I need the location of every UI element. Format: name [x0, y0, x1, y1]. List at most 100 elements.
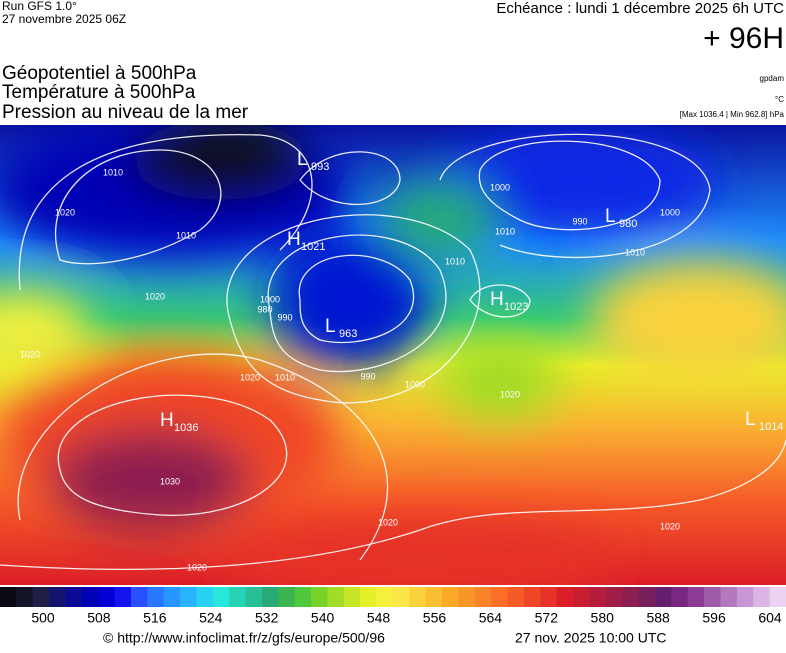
center-letter: L — [325, 316, 336, 337]
isobar-label: 1000 — [260, 294, 280, 304]
scale-label: 556 — [423, 610, 447, 626]
isobar-label: 980 — [257, 304, 272, 314]
scale-label: 548 — [367, 610, 391, 626]
map — [0, 125, 786, 585]
scale-swatch — [163, 587, 181, 607]
scale-swatch — [81, 587, 99, 607]
scale-swatch — [704, 587, 721, 607]
scale-label: 532 — [255, 610, 279, 626]
scale-swatch — [98, 587, 116, 607]
scale-swatch — [556, 587, 574, 607]
scale-swatch — [425, 587, 443, 607]
scale-swatch — [229, 587, 247, 607]
timestamp: 27 nov. 2025 10:00 UTC — [515, 630, 667, 646]
unit: [Max 1036.4 | Min 962.8] hPa — [680, 110, 785, 119]
scale-label: 516 — [143, 610, 167, 626]
isobar-label: 1010 — [176, 230, 196, 240]
scale-swatch — [311, 587, 328, 607]
scale-swatch — [638, 587, 656, 607]
isobar-label: 1010 — [625, 247, 645, 257]
scale-swatch — [524, 587, 541, 607]
isobar-label: 1020 — [378, 517, 398, 527]
scale-swatch — [573, 587, 590, 607]
scale-label: 580 — [591, 610, 615, 626]
center-letter: H — [287, 229, 301, 250]
isobar-label: 1000 — [490, 182, 510, 192]
scale-label: 540 — [311, 610, 335, 626]
center-letter: L — [605, 206, 616, 227]
field: Pression au niveau de la mer — [2, 102, 249, 123]
scale-swatch — [769, 587, 786, 607]
forecast-time: Echéance : lundi 1 décembre 2025 6h UTC — [496, 0, 784, 17]
scale-label: 508 — [87, 610, 111, 626]
isobar-label: 1020 — [55, 207, 75, 217]
scale-swatch — [376, 587, 394, 607]
scale-swatch — [131, 587, 148, 607]
scale-swatch — [474, 587, 492, 607]
center-letter: L — [297, 149, 308, 170]
scale-swatch — [180, 587, 197, 607]
center-pressure: 963 — [339, 328, 357, 340]
center-pressure: 1023 — [504, 301, 528, 313]
scale-label: 500 — [31, 610, 55, 626]
source-url[interactable]: © http://www.infoclimat.fr/z/gfs/europe/… — [103, 630, 385, 646]
scale-swatch — [49, 587, 66, 607]
isobar-label: 990 — [360, 371, 375, 381]
scale-swatch — [442, 587, 459, 607]
scale-label: 564 — [479, 610, 503, 626]
isobar-label: 1020 — [240, 372, 260, 382]
scale-swatch — [212, 587, 230, 607]
scale-swatch — [655, 587, 672, 607]
scale-swatch — [0, 587, 17, 607]
scale-swatch — [294, 587, 312, 607]
scale-swatch — [65, 587, 83, 607]
isobar-label: 1010 — [275, 372, 295, 382]
center-pressure: 1021 — [301, 241, 325, 253]
scale-swatch — [720, 587, 738, 607]
scale-swatch — [540, 587, 558, 607]
scale-swatch — [753, 587, 771, 607]
center-pressure: 993 — [311, 161, 329, 173]
scale-label: 588 — [646, 610, 670, 626]
scale-swatch — [589, 587, 607, 607]
scale-swatch — [32, 587, 50, 607]
scale-label: 604 — [758, 610, 782, 626]
isobar-label: 1000 — [405, 379, 425, 389]
scale-swatch — [671, 587, 689, 607]
scale-swatch — [196, 587, 214, 607]
field: Géopotentiel à 500hPa — [2, 63, 197, 84]
scale-swatch — [409, 587, 427, 607]
scale-swatch — [736, 587, 754, 607]
scale-swatch — [622, 587, 640, 607]
scale-swatch — [278, 587, 296, 607]
scale-swatch — [605, 587, 623, 607]
scale-swatch — [491, 587, 509, 607]
isobar-label: 1010 — [445, 256, 465, 266]
scale-swatch — [343, 587, 361, 607]
scale-swatch — [245, 587, 263, 607]
isobar-label: 1020 — [20, 349, 40, 359]
scale-label: 596 — [702, 610, 726, 626]
scale-swatch — [458, 587, 476, 607]
isobar-label: 1010 — [103, 167, 123, 177]
color-scale: 500 508 516 524 532 540 548 556 564 572 580 588 596 6… — [0, 587, 786, 626]
scale-swatch — [16, 587, 34, 607]
isobar-label: 1030 — [160, 476, 180, 486]
lead-time: + 96H — [703, 22, 784, 55]
scale-swatch — [507, 587, 525, 607]
run-date: 27 novembre 2025 06Z — [2, 12, 126, 26]
isobar-label: 1020 — [145, 291, 165, 301]
center-letter: L — [745, 409, 756, 430]
isobar-label: 1000 — [660, 207, 680, 217]
isobar-label: 1020 — [187, 562, 207, 572]
scale-swatch — [393, 587, 410, 607]
center-pressure: 1014 — [759, 421, 783, 433]
scale-label: 524 — [199, 610, 223, 626]
center-letter: H — [490, 289, 504, 310]
scale-swatch — [262, 587, 279, 607]
scale-label: 572 — [535, 610, 559, 626]
run: Run GFS 1.0° — [2, 0, 77, 13]
field: Température à 500hPa — [2, 82, 196, 103]
